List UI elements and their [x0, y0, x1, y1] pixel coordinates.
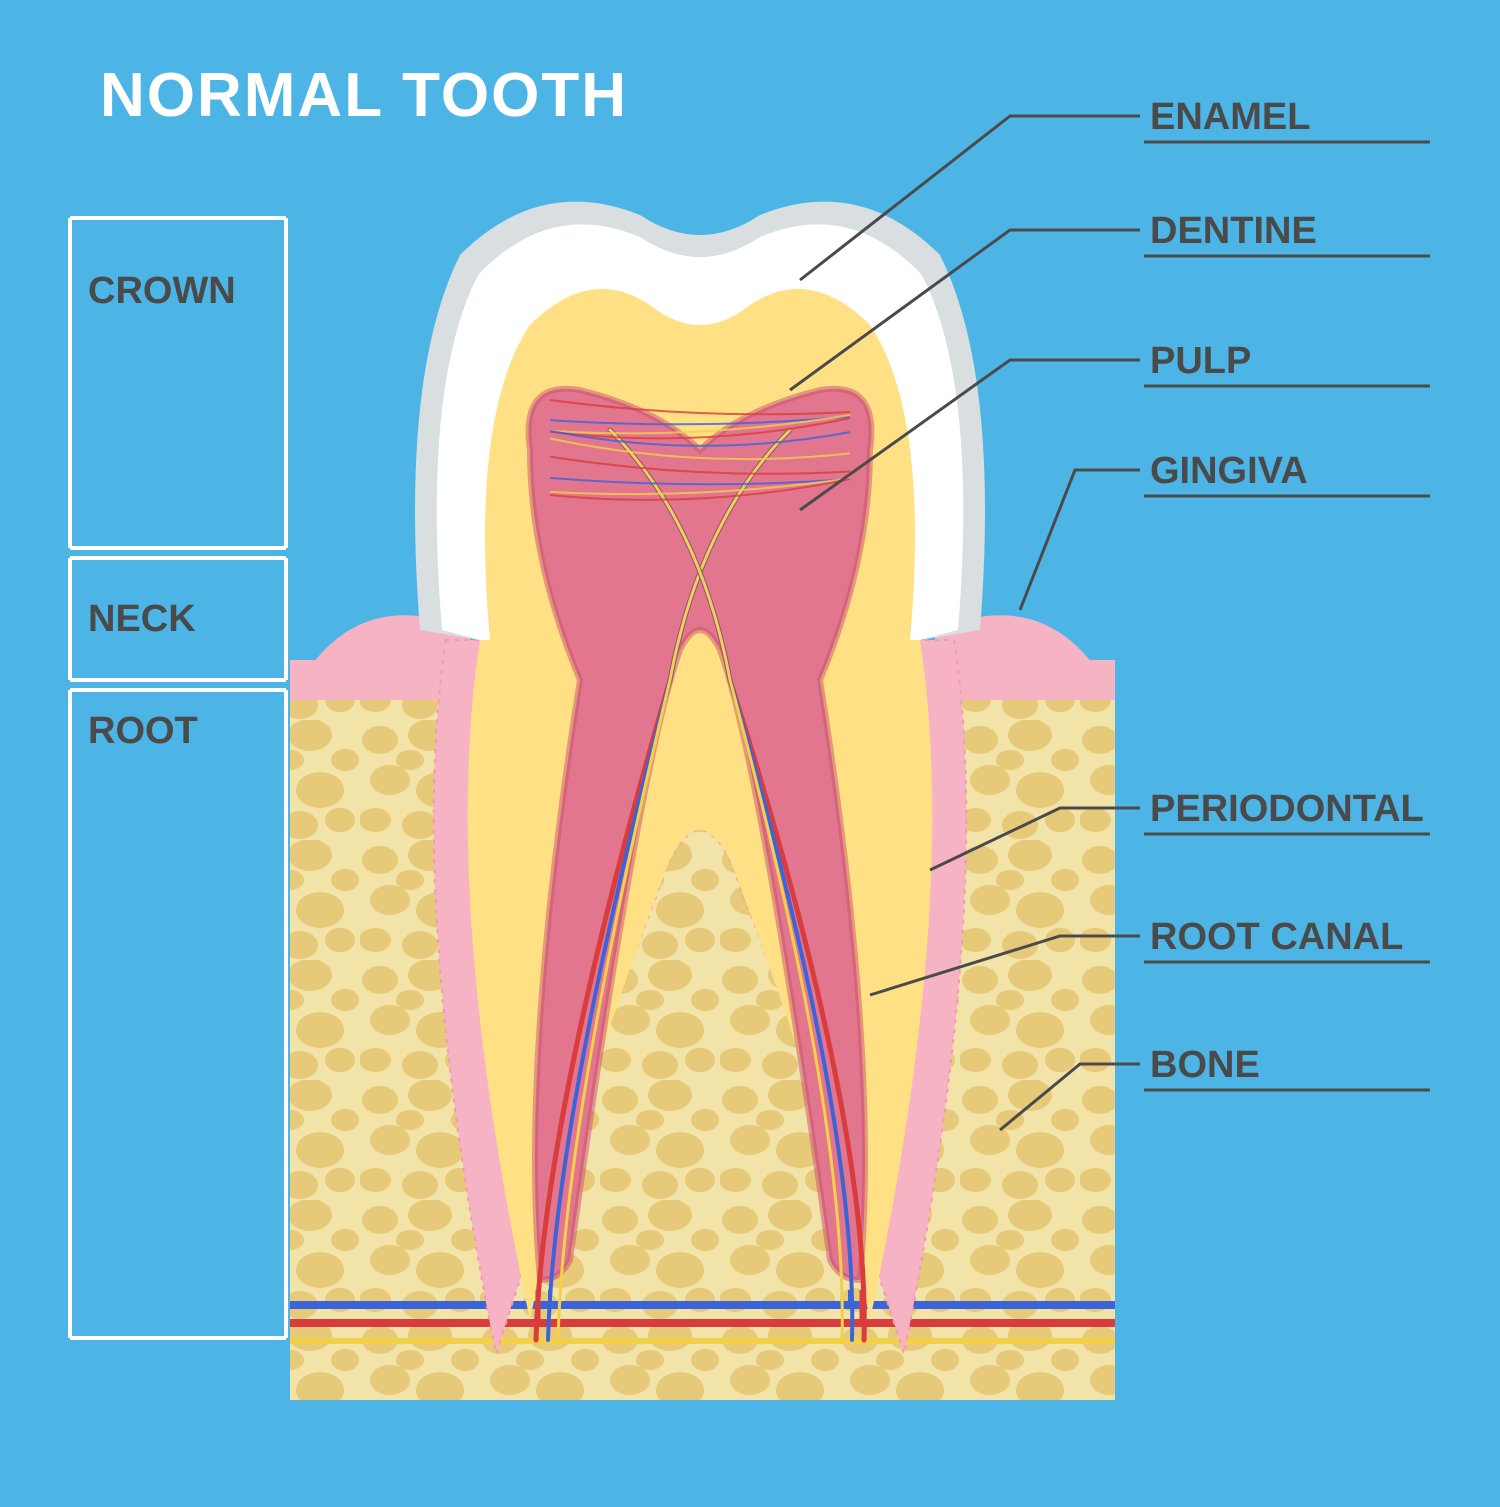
region-label-root: ROOT	[88, 710, 198, 753]
part-label-gingiva: GINGIVA	[1150, 450, 1308, 493]
part-label-bone: BONE	[1150, 1044, 1260, 1087]
region-label-crown: CROWN	[88, 270, 236, 313]
part-label-dentine: DENTINE	[1150, 210, 1317, 253]
part-label-root-canal: ROOT CANAL	[1150, 916, 1403, 959]
part-label-periodontal: PERIODONTAL	[1150, 788, 1424, 831]
diagram-canvas: NORMAL TOOTH CROWN NECK ROOT ENAMEL DENT…	[0, 0, 1500, 1507]
region-label-neck: NECK	[88, 598, 196, 641]
part-label-enamel: ENAMEL	[1150, 96, 1310, 139]
diagram-title: NORMAL TOOTH	[100, 60, 628, 131]
part-label-pulp: PULP	[1150, 340, 1251, 383]
